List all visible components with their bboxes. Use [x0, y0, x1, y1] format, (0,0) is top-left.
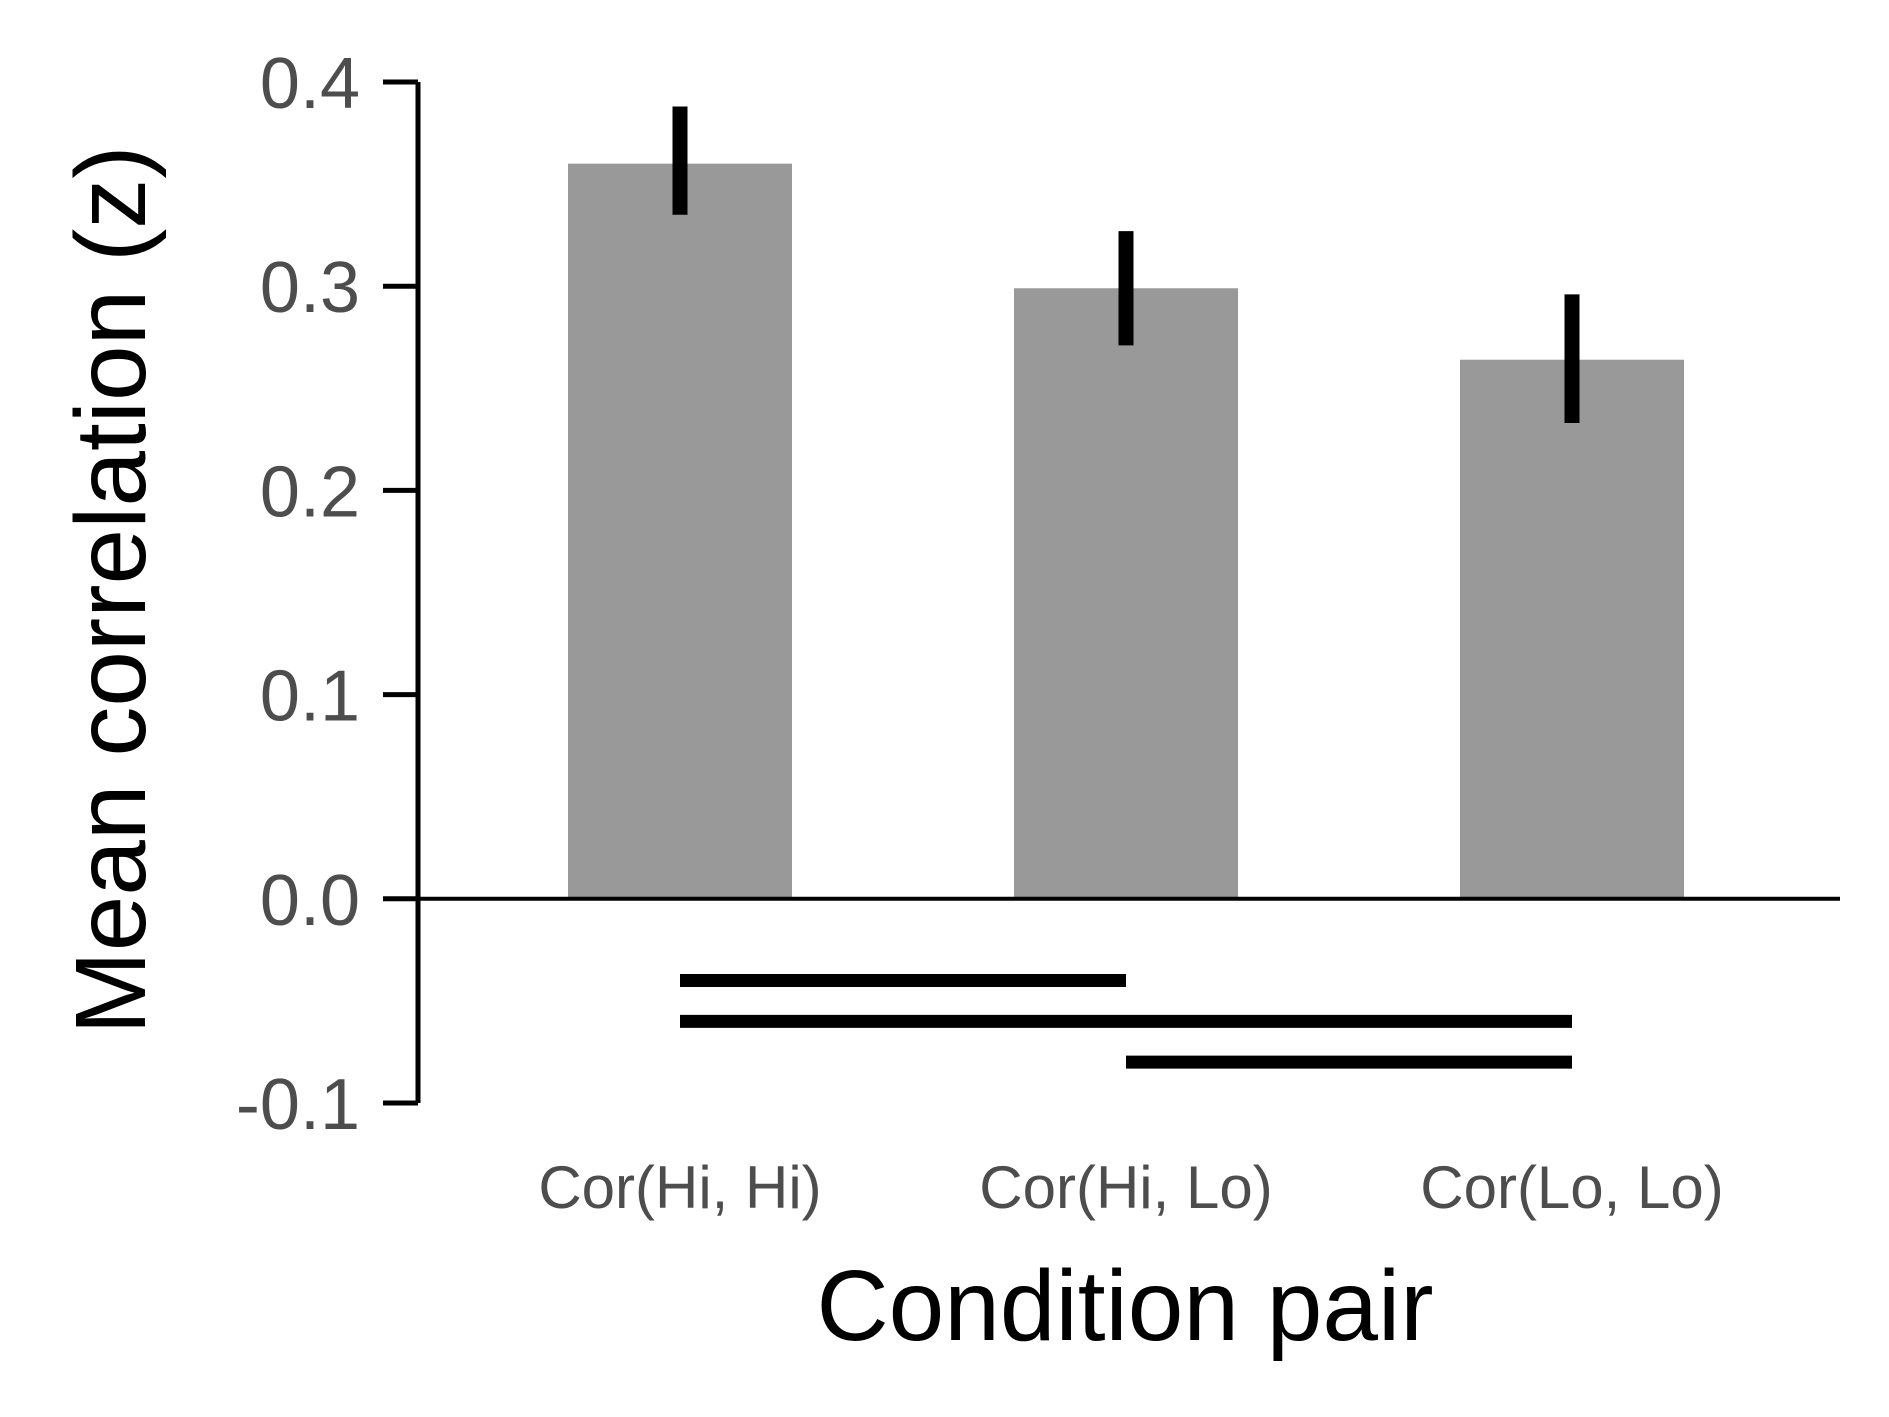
x-tick-label: Cor(Hi, Hi) — [538, 1154, 821, 1221]
y-tick-label: 0.4 — [260, 44, 360, 124]
error-bars-group — [672, 106, 1580, 424]
y-tick-label: 0.0 — [260, 861, 360, 941]
bars-group — [568, 163, 1684, 899]
x-tick-labels-group: Cor(Hi, Hi) Cor(Hi, Lo) Cor(Lo, Lo) — [538, 1154, 1723, 1221]
y-tick-label: 0.3 — [260, 248, 360, 328]
y-ticks-group: 0.4 0.3 0.2 0.1 0.0 -0.1 — [236, 44, 418, 1145]
x-tick-label: Cor(Lo, Lo) — [1420, 1154, 1723, 1221]
y-tick-label: -0.1 — [236, 1065, 360, 1145]
x-axis-title: Condition pair — [816, 1250, 1433, 1362]
y-tick-label: 0.2 — [260, 452, 360, 532]
bar-3 — [1460, 359, 1684, 899]
bar-1 — [568, 163, 792, 899]
comparison-lines-group — [680, 973, 1572, 1069]
y-tick-label: 0.1 — [260, 657, 360, 737]
bar-2 — [1014, 288, 1238, 899]
x-tick-label: Cor(Hi, Lo) — [979, 1154, 1272, 1221]
y-axis-title: Mean correlation (z) — [55, 145, 167, 1034]
